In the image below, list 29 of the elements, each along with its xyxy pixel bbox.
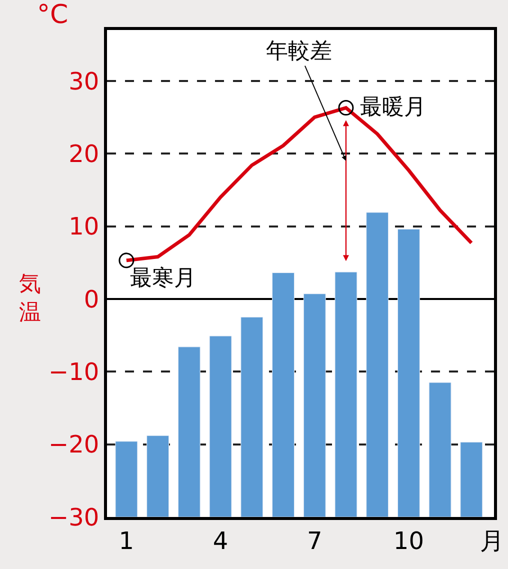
bar bbox=[366, 212, 389, 517]
text: °C bbox=[37, 0, 68, 30]
y-tick-label: −20 bbox=[48, 430, 100, 459]
bar bbox=[115, 441, 138, 517]
y-tick-label: −10 bbox=[48, 358, 100, 386]
annotation: 年較差 bbox=[266, 39, 332, 64]
bar bbox=[209, 336, 232, 517]
annotation: 最寒月 bbox=[130, 266, 196, 291]
x-tick-label: 10 bbox=[393, 526, 424, 555]
y-axis-title: 気温 bbox=[19, 272, 41, 326]
y-tick-label: 20 bbox=[68, 140, 100, 168]
x-tick-label: 7 bbox=[306, 526, 322, 555]
annotation: 最暖月 bbox=[360, 95, 426, 120]
y-tick-label: 0 bbox=[84, 285, 100, 314]
bar bbox=[146, 435, 170, 517]
x-tick-label: 4 bbox=[212, 526, 228, 555]
bar bbox=[303, 294, 326, 517]
bar bbox=[397, 228, 420, 517]
bar bbox=[178, 346, 200, 517]
y-tick-label: 30 bbox=[68, 67, 100, 96]
y-tick-label: −30 bbox=[48, 503, 100, 532]
bar bbox=[428, 382, 452, 517]
bar bbox=[334, 272, 358, 517]
bar bbox=[272, 272, 294, 517]
x-axis-title: 月 bbox=[480, 527, 504, 555]
y-tick-label: 10 bbox=[68, 212, 100, 241]
bar bbox=[460, 442, 483, 517]
bar bbox=[240, 316, 264, 517]
x-tick-label: 1 bbox=[118, 526, 134, 555]
